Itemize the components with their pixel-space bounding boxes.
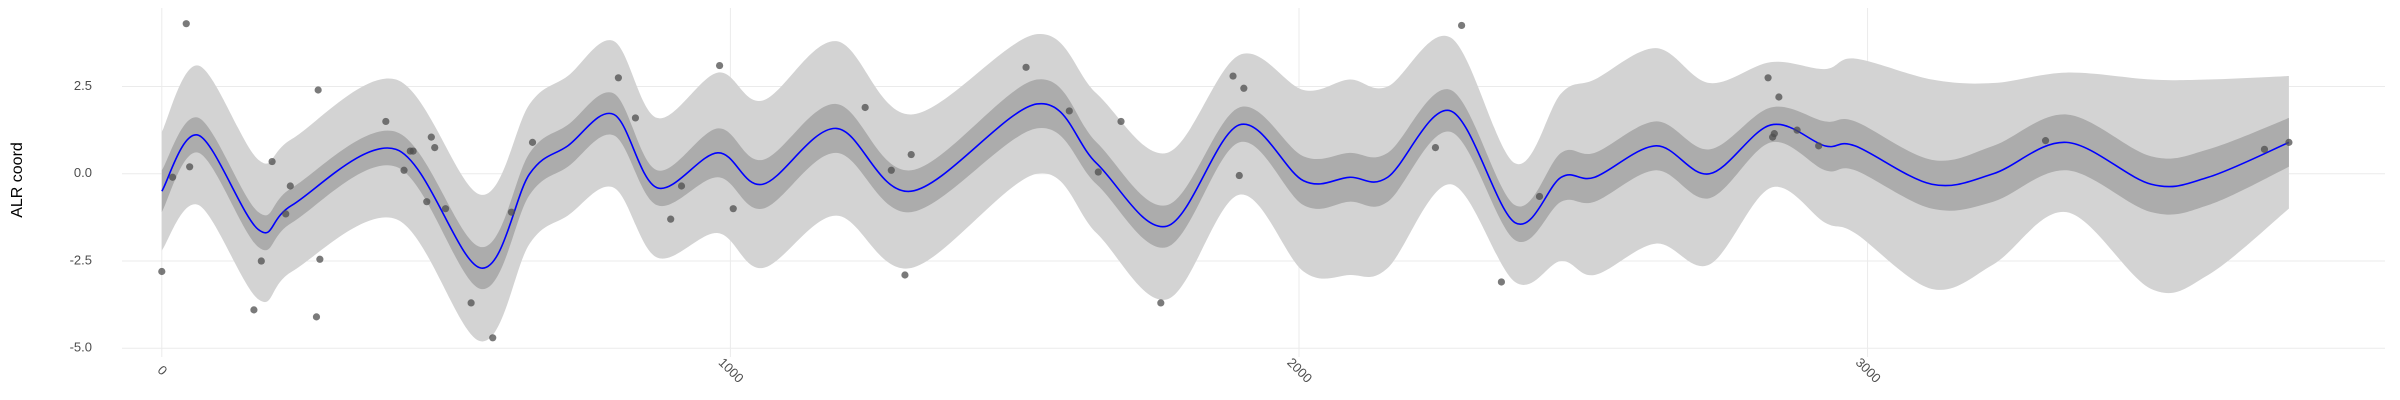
data-point [467, 299, 475, 307]
data-point [667, 215, 675, 223]
data-point [489, 334, 497, 342]
data-point [1094, 168, 1102, 176]
y-tick-label: -5.0 [70, 340, 92, 355]
data-point [614, 74, 622, 82]
data-point [1065, 107, 1073, 115]
data-point [1240, 84, 1248, 92]
x-tick-label: 2000 [1284, 355, 1315, 386]
data-point [1458, 21, 1466, 30]
data-point [1022, 63, 1030, 71]
y-tick-label: 2.5 [74, 78, 92, 93]
data-point [1117, 117, 1125, 126]
data-point [169, 173, 177, 181]
data-point [250, 306, 258, 314]
data-point [431, 144, 439, 152]
data-point [631, 114, 640, 122]
data-point [312, 313, 321, 321]
x-tick-label: 3000 [1853, 355, 1884, 386]
data-point [1815, 142, 1823, 150]
mean-line [161, 103, 2290, 269]
data-point [1157, 299, 1165, 307]
data-point [1770, 130, 1778, 138]
data-point [316, 255, 324, 263]
data-point [314, 86, 322, 94]
data-point [1431, 144, 1440, 152]
data-point [1793, 126, 1801, 134]
data-point [186, 163, 194, 171]
data-point [907, 150, 915, 159]
data-point [409, 147, 417, 155]
data-point [286, 182, 294, 190]
data-point [1764, 74, 1772, 82]
data-point [268, 157, 276, 166]
data-point [182, 20, 190, 28]
data-point [2260, 145, 2269, 153]
data-point [382, 117, 390, 126]
confidence-band [161, 33, 2289, 342]
data-point [1535, 192, 1544, 201]
y-tick-label: -2.5 [70, 252, 92, 267]
data-point [427, 133, 435, 141]
x-tick-label: 1000 [716, 355, 747, 386]
data-point [901, 271, 909, 279]
data-point [441, 205, 450, 213]
data-point [1235, 171, 1243, 180]
data-point [2285, 138, 2293, 146]
data-point [400, 166, 408, 174]
data-point [2041, 137, 2050, 145]
data-point [1775, 93, 1783, 101]
data-point [507, 208, 516, 216]
data-point [1229, 72, 1237, 80]
data-point [528, 138, 537, 146]
data-point [257, 257, 265, 265]
x-tick-label: 0 [155, 362, 171, 378]
data-point [677, 182, 686, 190]
y-tick-label: 0.0 [74, 165, 92, 180]
data-point [887, 166, 895, 174]
data-point [282, 210, 290, 218]
data-point [729, 205, 737, 213]
data-point [158, 267, 166, 276]
y-axis-title: ALR coord [9, 142, 26, 218]
confidence-band [161, 79, 2289, 290]
data-point [715, 61, 724, 70]
data-point [861, 103, 869, 112]
data-point [423, 198, 431, 206]
data-point [1497, 278, 1506, 286]
